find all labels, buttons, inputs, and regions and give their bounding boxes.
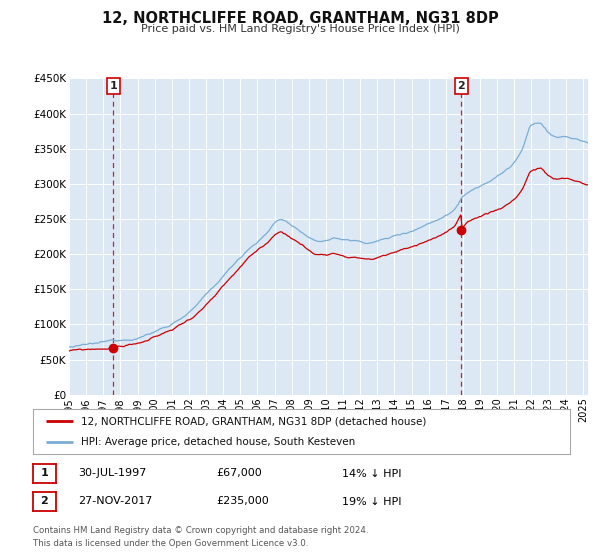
Text: 2: 2 [41,497,48,506]
Text: Price paid vs. HM Land Registry's House Price Index (HPI): Price paid vs. HM Land Registry's House … [140,24,460,34]
Text: 12, NORTHCLIFFE ROAD, GRANTHAM, NG31 8DP (detached house): 12, NORTHCLIFFE ROAD, GRANTHAM, NG31 8DP… [82,416,427,426]
Text: 12, NORTHCLIFFE ROAD, GRANTHAM, NG31 8DP: 12, NORTHCLIFFE ROAD, GRANTHAM, NG31 8DP [101,11,499,26]
Text: £235,000: £235,000 [216,497,269,506]
Text: 14% ↓ HPI: 14% ↓ HPI [342,469,401,478]
Text: 1: 1 [109,81,117,91]
Text: 27-NOV-2017: 27-NOV-2017 [78,497,152,506]
Text: Contains HM Land Registry data © Crown copyright and database right 2024.
This d: Contains HM Land Registry data © Crown c… [33,526,368,548]
Text: £67,000: £67,000 [216,469,262,478]
Text: 1: 1 [41,469,48,478]
Text: 30-JUL-1997: 30-JUL-1997 [78,469,146,478]
Text: 2: 2 [457,81,465,91]
Text: 19% ↓ HPI: 19% ↓ HPI [342,497,401,506]
Text: HPI: Average price, detached house, South Kesteven: HPI: Average price, detached house, Sout… [82,437,356,447]
